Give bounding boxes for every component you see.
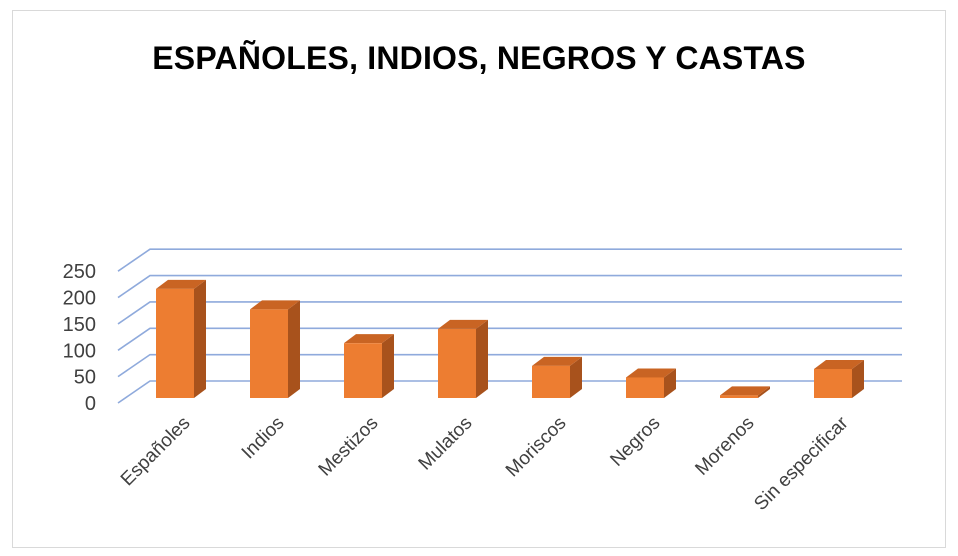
y-tick-label: 50 <box>74 367 96 389</box>
bar-top <box>344 334 394 344</box>
y-tick-label: 250 <box>63 261 96 283</box>
x-tick-label: Negros <box>606 413 664 471</box>
bars <box>156 279 864 398</box>
bar <box>156 279 206 398</box>
bar <box>532 356 582 398</box>
bar-side <box>288 300 300 398</box>
x-tick-label: Españoles <box>117 413 195 491</box>
bar-front <box>438 328 476 398</box>
bar-front <box>156 288 194 398</box>
x-tick-label: Mulatos <box>415 413 477 475</box>
x-tick-label: Sin especificar <box>750 412 853 515</box>
y-tick-label: 0 <box>85 393 96 415</box>
bar-side <box>476 319 488 398</box>
y-axis-ticks: 0 50 100 150 200 250 <box>63 261 96 415</box>
bar-top <box>438 319 488 329</box>
bar-top <box>532 356 582 366</box>
gridline <box>117 274 902 299</box>
bar <box>438 319 488 398</box>
bar <box>344 334 394 398</box>
gridline <box>117 248 902 272</box>
bar-front <box>720 395 758 398</box>
y-tick-label: 100 <box>63 340 96 362</box>
gridline <box>117 327 902 351</box>
x-tick-label: Indios <box>238 413 289 464</box>
bar-front <box>250 309 288 398</box>
bar <box>720 386 770 398</box>
y-tick-label: 200 <box>63 288 96 310</box>
bar-top <box>156 279 206 289</box>
gridline <box>117 301 902 325</box>
x-tick-label: Morenos <box>691 413 758 480</box>
y-tick-label: 150 <box>63 314 96 336</box>
bar <box>626 368 676 398</box>
bar-front <box>532 365 570 398</box>
bar-side <box>664 368 676 398</box>
gridline <box>117 380 902 404</box>
bar-top <box>626 368 676 378</box>
bar-side <box>758 386 770 398</box>
x-tick-label: Moriscos <box>502 413 571 482</box>
bar-side <box>570 356 582 398</box>
bar-side <box>852 360 864 398</box>
bar-top <box>814 360 864 370</box>
bar-front <box>814 369 852 398</box>
bar <box>250 300 300 398</box>
chart-frame <box>12 10 946 548</box>
bar-side <box>194 279 206 398</box>
bar-top <box>720 386 770 396</box>
bar-front <box>626 377 664 398</box>
bar <box>814 360 864 398</box>
bar-front <box>344 343 382 398</box>
gridlines <box>117 248 902 404</box>
bar-side <box>382 334 394 398</box>
x-axis-labels: Españoles Indios Mestizos Mulatos Moriscos Ne… <box>117 412 853 515</box>
gridline <box>117 353 902 378</box>
chart-title: ESPAÑOLES, INDIOS, NEGROS Y CASTAS <box>152 40 806 76</box>
bar-top <box>250 300 300 310</box>
x-tick-label: Mestizos <box>315 413 383 481</box>
